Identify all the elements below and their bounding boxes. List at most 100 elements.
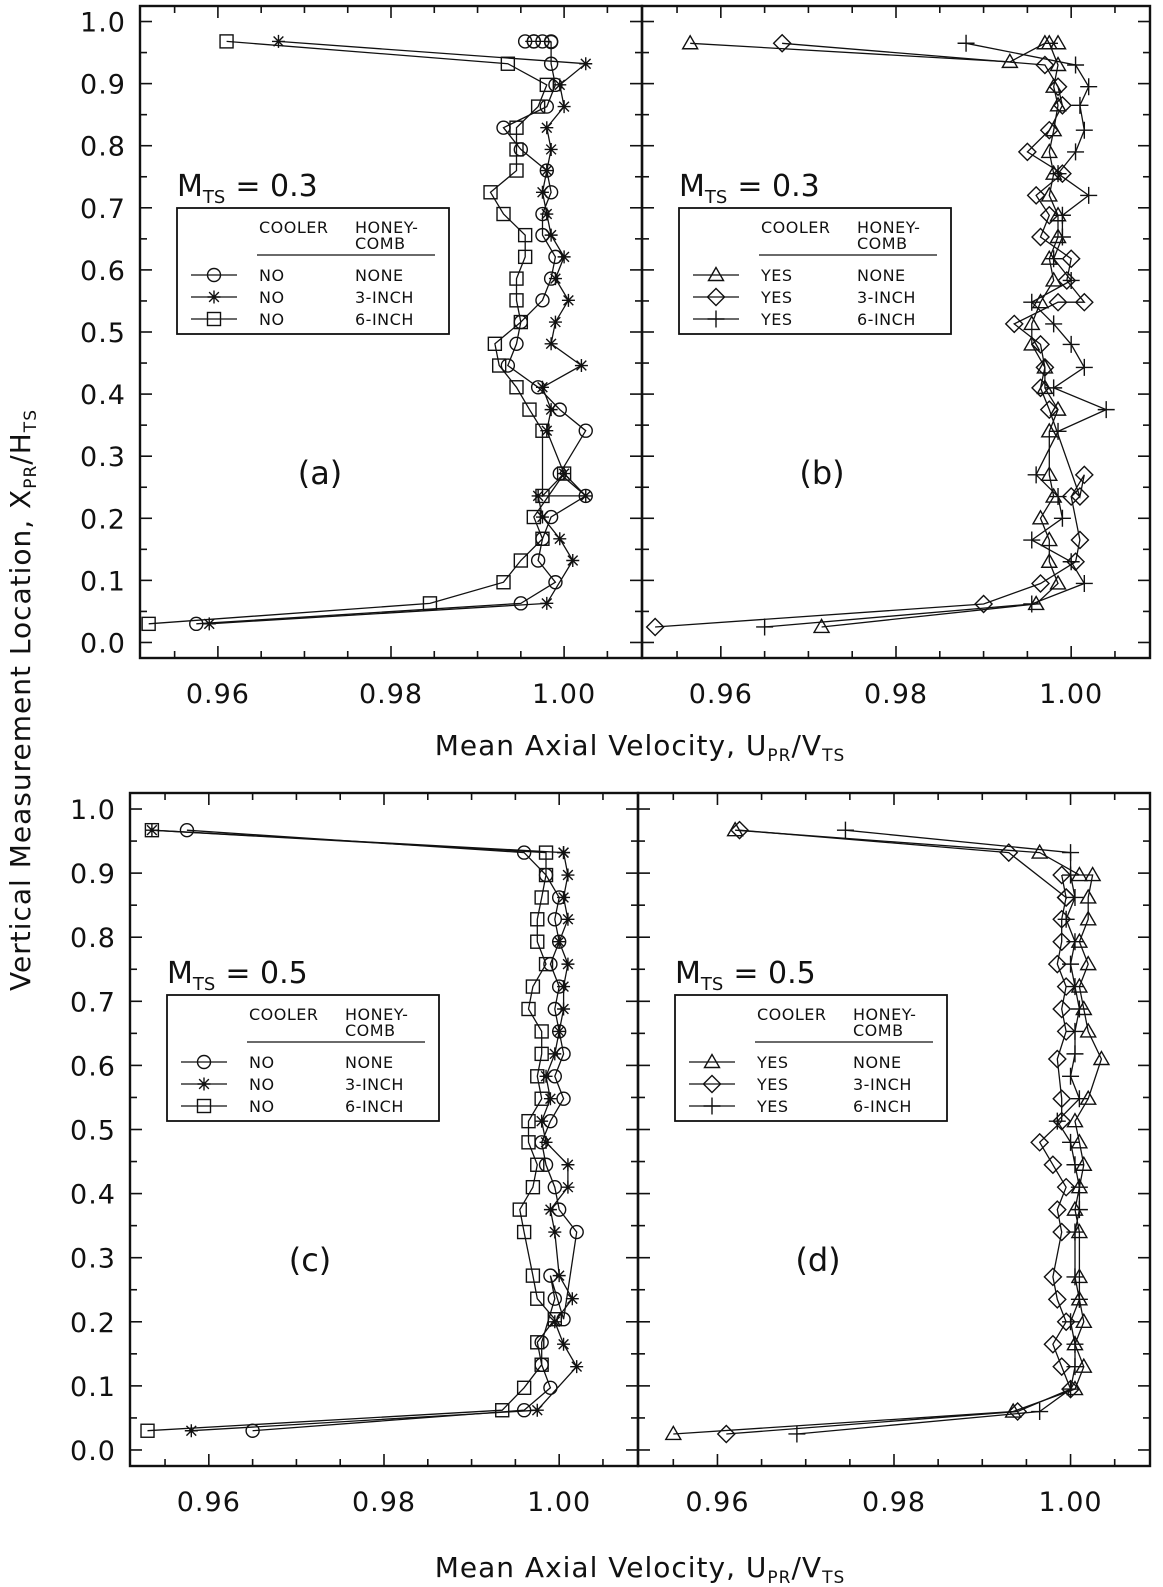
data-point-triangle xyxy=(1049,574,1067,590)
legend-cooler-circle: NO xyxy=(259,266,285,285)
data-point-plus xyxy=(1066,1045,1084,1063)
data-point-circle xyxy=(539,99,554,114)
x-axis-title-bottom: Mean Axial Velocity, UPR​/VTS​ xyxy=(435,1551,846,1587)
y-tick-label: 0.0 xyxy=(80,628,126,659)
mach-number-label: MTS = 0.5 xyxy=(675,956,816,995)
y-tick-label: 0.3 xyxy=(70,1244,116,1275)
data-point-square xyxy=(496,575,511,590)
x-tick-label: 0.98 xyxy=(864,679,928,710)
data-point-asterisk xyxy=(561,868,575,882)
data-point-triangle xyxy=(1031,509,1050,525)
data-point-diamond xyxy=(1031,378,1051,398)
data-point-triangle xyxy=(1040,531,1058,547)
data-point-asterisk xyxy=(531,489,545,503)
data-point-diamond xyxy=(1056,887,1076,907)
data-point-plus xyxy=(1066,978,1084,996)
data-point-triangle xyxy=(1023,315,1041,331)
data-point-asterisk xyxy=(561,957,575,971)
data-point-asterisk xyxy=(548,1225,562,1239)
data-point-square xyxy=(517,227,533,243)
data-point-diamond xyxy=(730,820,750,840)
data-point-square xyxy=(422,596,438,611)
data-point-diamond xyxy=(1052,932,1072,952)
data-point-square xyxy=(530,1069,545,1084)
data-point-plus xyxy=(1062,844,1080,862)
data-point-asterisk xyxy=(552,935,566,949)
plot-frame xyxy=(128,791,640,1468)
data-point-diamond xyxy=(1074,292,1094,312)
data-point-asterisk xyxy=(540,424,554,438)
data-point-circle xyxy=(569,1224,584,1240)
series-line-plus xyxy=(764,42,1108,628)
y-tick-label: 0.5 xyxy=(80,318,126,349)
data-point-square xyxy=(500,56,516,71)
panel-d: 0.96 0.98 1.00 MTS = 0.5 (d) COOLER HONEY-COMB Y… xyxy=(636,791,1152,1518)
data-point-plus xyxy=(1080,78,1098,96)
legend-marker-triangle xyxy=(707,266,725,282)
data-point-triangle xyxy=(1083,866,1102,882)
legend-honeycomb-asterisk: 3-INCH xyxy=(355,288,414,307)
y-tick-label: 0.7 xyxy=(80,194,126,225)
data-point-square xyxy=(534,1024,549,1039)
data-point-asterisk xyxy=(548,272,562,286)
data-point-diamond xyxy=(1039,400,1059,420)
data-point-diamond xyxy=(1052,865,1072,885)
y-tick-label: 0.5 xyxy=(70,1116,116,1147)
data-point-plus xyxy=(1075,574,1093,592)
data-point-square xyxy=(140,1423,155,1438)
legend-honeycomb-plus: 6-INCH xyxy=(857,310,916,329)
data-point-asterisk xyxy=(557,100,571,114)
data-point-square xyxy=(513,314,529,330)
data-point-diamond xyxy=(1052,1222,1072,1242)
data-point-asterisk xyxy=(552,1024,566,1038)
data-point-circle xyxy=(535,34,550,49)
data-point-triangle xyxy=(1040,465,1058,482)
data-point-asterisk xyxy=(570,1360,584,1374)
data-point-plus xyxy=(1057,910,1075,928)
data-point-asterisk xyxy=(539,1135,553,1149)
data-point-triangle xyxy=(1036,358,1054,374)
data-point-diamond xyxy=(1026,185,1046,205)
data-point-asterisk xyxy=(271,34,285,48)
series-circle xyxy=(179,822,584,1438)
data-point-plus xyxy=(1053,228,1071,246)
data-point-square xyxy=(530,1157,545,1172)
data-point-triangle xyxy=(1040,186,1058,202)
data-point-asterisk xyxy=(535,510,549,524)
data-point-diamond xyxy=(1056,1021,1076,1041)
data-point-triangle xyxy=(1031,293,1050,309)
data-point-triangle xyxy=(1036,34,1054,50)
data-point-diamond xyxy=(1052,164,1072,184)
y-tick-label: 0.6 xyxy=(70,1051,116,1082)
y-tick-label: 0.2 xyxy=(80,504,126,535)
data-point-diamond xyxy=(1057,270,1077,290)
series-diamond xyxy=(716,820,1081,1444)
data-point-diamond xyxy=(1035,55,1055,75)
legend-honeycomb-circle: NONE xyxy=(345,1053,394,1072)
data-point-square xyxy=(534,1091,549,1106)
data-point-asterisk xyxy=(544,228,558,242)
data-point-diamond xyxy=(1052,95,1072,115)
data-point-asterisk xyxy=(544,337,558,351)
data-point-diamond xyxy=(1030,1132,1050,1152)
data-point-diamond xyxy=(1048,77,1068,97)
legend-box xyxy=(674,994,948,1122)
legend-cooler-square: NO xyxy=(259,310,285,329)
data-point-triangle xyxy=(1040,422,1058,438)
data-point-square xyxy=(525,1179,541,1195)
data-point-triangle xyxy=(1049,56,1067,72)
legend-cooler-asterisk: NO xyxy=(259,288,285,307)
legend-header-cooler: COOLER xyxy=(249,1005,319,1024)
data-point-plus xyxy=(1049,488,1067,506)
legend-marker-diamond xyxy=(706,287,726,307)
y-tick-label: 0.4 xyxy=(80,380,126,411)
data-point-diamond xyxy=(1043,1334,1063,1354)
data-point-square xyxy=(530,99,546,114)
data-point-plus xyxy=(1066,1335,1084,1353)
panel-label: (c) xyxy=(289,1241,332,1279)
data-point-triangle xyxy=(1079,888,1097,904)
legend-cooler-plus: YES xyxy=(756,1097,789,1116)
legend-marker-circle xyxy=(206,267,222,283)
data-point-square xyxy=(525,979,541,994)
legend-cooler-plus: YES xyxy=(760,310,793,329)
